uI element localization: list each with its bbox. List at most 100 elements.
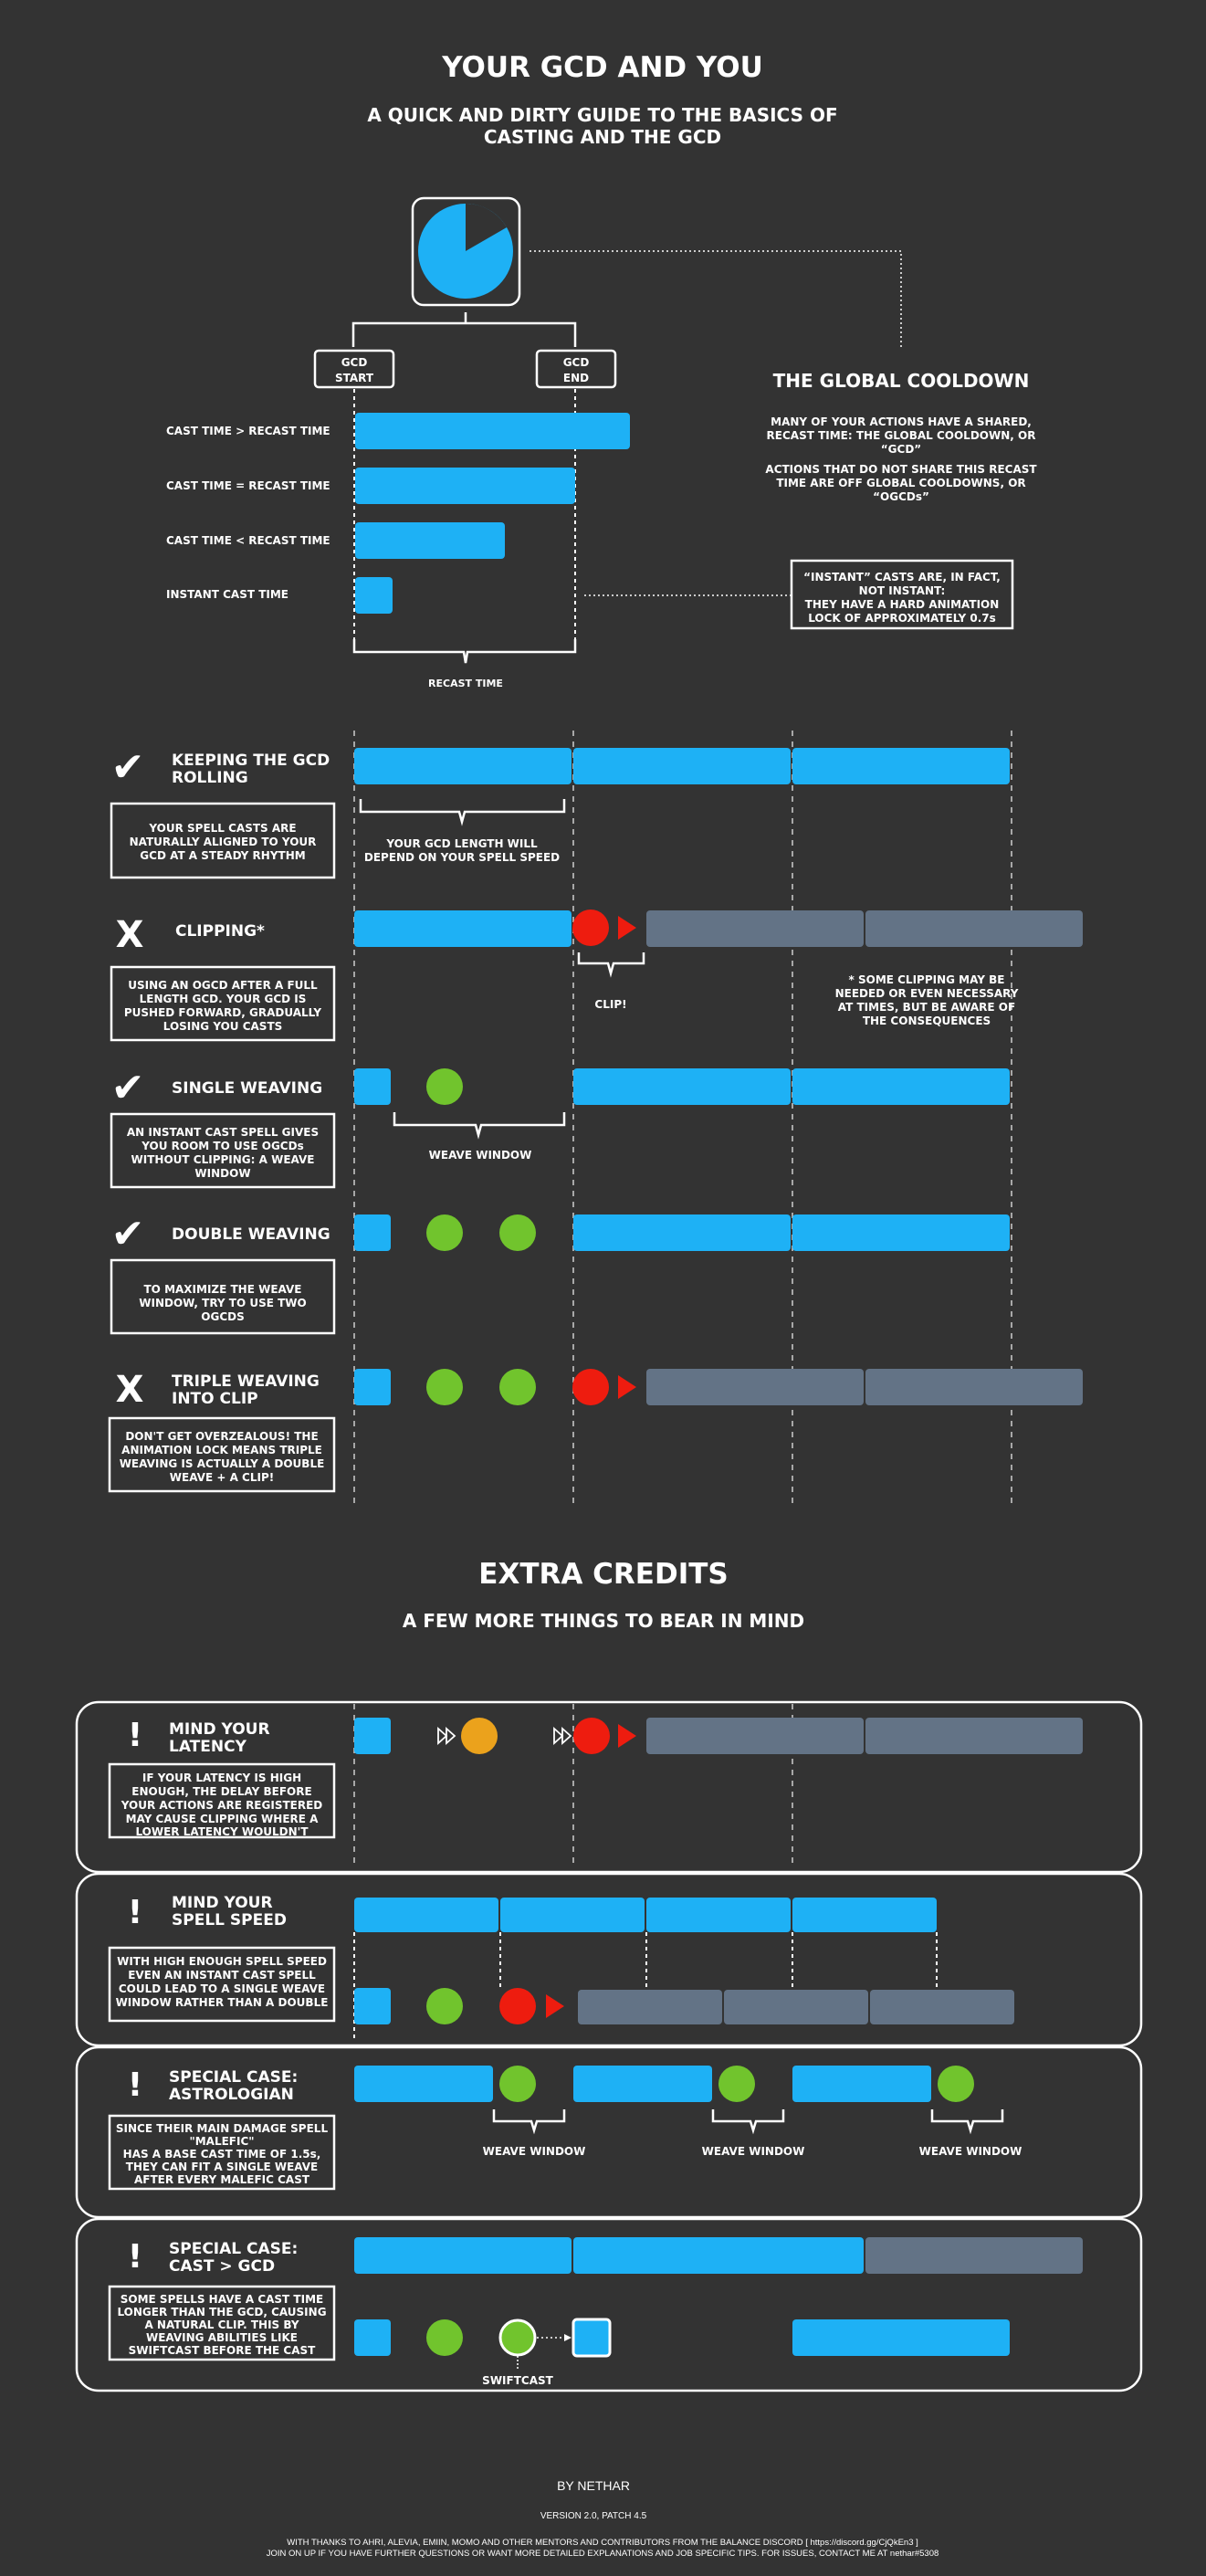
check-icon: ✔: [111, 744, 145, 791]
svg-text:A NATURAL CLIP. THIS BY: A NATURAL CLIP. THIS BY: [144, 2318, 299, 2331]
rolling-title-line2: ROLLING: [172, 769, 248, 787]
ogcd-dot: [499, 1214, 536, 1251]
cast-bar-lt: [355, 522, 505, 559]
arrow-right-icon: [564, 2334, 572, 2341]
cast-gt-gcd-panel: [75, 2217, 1143, 2392]
svg-text:NATURALLY ALIGNED TO YOUR: NATURALLY ALIGNED TO YOUR: [130, 836, 317, 848]
svg-text:ENOUGH, THE DELAY BEFORE: ENOUGH, THE DELAY BEFORE: [131, 1785, 311, 1798]
astrologian-title-line2: ASTROLOGIAN: [169, 2086, 294, 2104]
triple-weaving-title-line2: INTO CLIP: [172, 1390, 258, 1408]
spell-speed-panel: [75, 1872, 1143, 2047]
clip-ogcd-dot: [572, 1369, 609, 1405]
delayed-gcd-bar: [865, 910, 1083, 947]
delayed-gcd-bar: [724, 1990, 868, 2024]
gc-title: THE GLOBAL COOLDOWN: [773, 370, 1030, 392]
svg-text:MANY OF YOUR ACTIONS HAVE A SH: MANY OF YOUR ACTIONS HAVE A SHARED,: [771, 415, 1032, 428]
fast-forward-icon: [553, 1726, 572, 1746]
fast-gcd-bar: [500, 1898, 645, 1932]
gcd-length-note-line1: YOUR GCD LENGTH WILL: [385, 837, 538, 850]
fast-gcd-bar: [354, 1898, 498, 1932]
instant-cast-bar: [354, 1718, 391, 1754]
gcd-bar: [573, 1214, 791, 1251]
svg-text:PUSHED FORWARD, GRADUALLY: PUSHED FORWARD, GRADUALLY: [124, 1006, 322, 1019]
svg-text:ANIMATION LOCK MEANS TRIPLE: ANIMATION LOCK MEANS TRIPLE: [121, 1444, 322, 1456]
svg-text:AT TIMES, BUT BE AWARE OF: AT TIMES, BUT BE AWARE OF: [838, 1001, 1015, 1014]
delayed-gcd-bar: [865, 1718, 1083, 1754]
svg-text:WEAVING IS ACTUALLY A DOUBLE: WEAVING IS ACTUALLY A DOUBLE: [120, 1457, 325, 1470]
svg-text:THE CONSEQUENCES: THE CONSEQUENCES: [863, 1015, 991, 1027]
clip-ogcd-dot: [573, 1718, 610, 1754]
weave-window-label: WEAVE WINDOW: [702, 2145, 805, 2158]
double-weaving-description-box: TO MAXIMIZE THE WEAVE WINDOW, TRY TO USE…: [110, 1258, 336, 1335]
swiftcast-label: SWIFTCAST: [482, 2374, 553, 2387]
instant-cast-bar: [354, 1068, 391, 1105]
instant-cast-bar: [354, 1214, 391, 1251]
cast-gt-gcd-title-line2: CAST > GCD: [169, 2257, 275, 2276]
thanks-line2: JOIN ON UP IF YOU HAVE FURTHER QUESTIONS…: [267, 2549, 939, 2559]
exclamation-icon: !: [128, 1894, 142, 1931]
delayed-gcd-bar: [870, 1990, 1014, 2024]
ogcd-dot: [426, 1988, 463, 2024]
svg-text:* SOME CLIPPING MAY BE: * SOME CLIPPING MAY BE: [849, 973, 1005, 986]
svg-text:NOT INSTANT:: NOT INSTANT:: [859, 584, 946, 597]
ogcd-dot: [938, 2066, 974, 2102]
svg-text:SWIFTCAST BEFORE THE CAST: SWIFTCAST BEFORE THE CAST: [129, 2344, 317, 2357]
extra-credits-subtitle: A FEW MORE THINGS TO BEAR IN MIND: [403, 1610, 804, 1632]
fast-gcd-bar: [646, 1898, 791, 1932]
svg-text:MAY CAUSE CLIPPING WHERE A: MAY CAUSE CLIPPING WHERE A: [126, 1813, 320, 1825]
svg-text:WINDOW: WINDOW: [194, 1167, 250, 1180]
svg-text:WEAVING ABILITIES LIKE: WEAVING ABILITIES LIKE: [146, 2331, 298, 2344]
svg-text:WITH HIGH ENOUGH SPELL SPEED: WITH HIGH ENOUGH SPELL SPEED: [117, 1955, 327, 1968]
clipping-title: CLIPPING*: [175, 922, 265, 941]
delayed-gcd-bar: [578, 1990, 722, 2024]
cast-bar-gt: [355, 413, 630, 449]
svg-text:RECAST TIME: THE GLOBAL COOLDO: RECAST TIME: THE GLOBAL COOLDOWN, OR: [767, 429, 1036, 442]
malefic-cast-bar: [354, 2066, 493, 2102]
clipping-description-box: USING AN OGCD AFTER A FULL LENGTH GCD. Y…: [110, 965, 336, 1042]
svg-text:AN INSTANT CAST SPELL GIVES: AN INSTANT CAST SPELL GIVES: [127, 1126, 319, 1139]
row-label-eq: CAST TIME = RECAST TIME: [166, 479, 330, 492]
gcd-clock-icon: [411, 196, 521, 307]
svg-text:YOUR ACTIONS ARE REGISTERED: YOUR ACTIONS ARE REGISTERED: [121, 1799, 323, 1812]
extra-credits-title: EXTRA CREDITS: [478, 1558, 728, 1591]
ogcd-dot: [426, 1214, 463, 1251]
ogcd-dot: [426, 1369, 463, 1405]
instant-cast-bar: [354, 2319, 391, 2356]
author-credit: BY NETHAR: [557, 2478, 630, 2493]
svg-text:"MALEFIC": "MALEFIC": [189, 2135, 254, 2148]
gc-paragraph-2: ACTIONS THAT DO NOT SHARE THIS RECAST TI…: [765, 463, 1037, 503]
svg-text:“OGCDs”: “OGCDs”: [873, 490, 929, 503]
delayed-gcd-bar: [865, 1369, 1083, 1405]
spell-speed-title-line1: MIND YOUR: [172, 1894, 273, 1912]
malefic-cast-bar: [573, 2066, 712, 2102]
delayed-gcd-bar: [646, 1718, 864, 1754]
svg-text:YOUR SPELL CASTS ARE: YOUR SPELL CASTS ARE: [148, 822, 296, 835]
gcd-bar: [792, 748, 1010, 784]
ogcd-dot: [426, 1068, 463, 1105]
thanks-line1: WITH THANKS TO AHRI, ALEVIA, EMIIN, MOMO…: [287, 2538, 918, 2548]
svg-text:USING AN OGCD AFTER A FULL: USING AN OGCD AFTER A FULL: [128, 979, 318, 992]
svg-text:SOME SPELLS HAVE A CAST TIME: SOME SPELLS HAVE A CAST TIME: [121, 2293, 323, 2306]
recast-label: RECAST TIME: [428, 678, 503, 689]
svg-text:DON'T GET OVERZEALOUS! THE: DON'T GET OVERZEALOUS! THE: [125, 1430, 318, 1443]
triple-weaving-title-line1: TRIPLE WEAVING: [172, 1372, 320, 1391]
astrologian-panel: [75, 2045, 1143, 2219]
long-cast-bar: [573, 2237, 864, 2274]
svg-text:GCD: GCD: [563, 356, 590, 369]
clip-arrow-icon: [618, 1724, 636, 1748]
gcd-bar: [792, 2319, 1010, 2356]
clip-ogcd-dot: [499, 1988, 536, 2024]
malefic-cast-bar: [792, 2066, 931, 2102]
clock-to-gc-connector: [530, 250, 902, 347]
ogcd-dot: [426, 2319, 463, 2356]
gcd-bar: [354, 910, 572, 947]
latency-title-line1: MIND YOUR: [169, 1720, 270, 1739]
row-label-gt: CAST TIME > RECAST TIME: [166, 425, 330, 437]
rolling-title-line1: KEEPING THE GCD: [172, 752, 330, 770]
single-weaving-title: SINGLE WEAVING: [172, 1079, 322, 1098]
cast-bar-instant: [355, 577, 393, 614]
delayed-gcd-bar: [865, 2237, 1083, 2274]
svg-text:TIME ARE OFF GLOBAL COOLDOWNS,: TIME ARE OFF GLOBAL COOLDOWNS, OR: [776, 477, 1025, 489]
gcd-length-note-line2: DEPEND ON YOUR SPELL SPEED: [364, 851, 560, 864]
